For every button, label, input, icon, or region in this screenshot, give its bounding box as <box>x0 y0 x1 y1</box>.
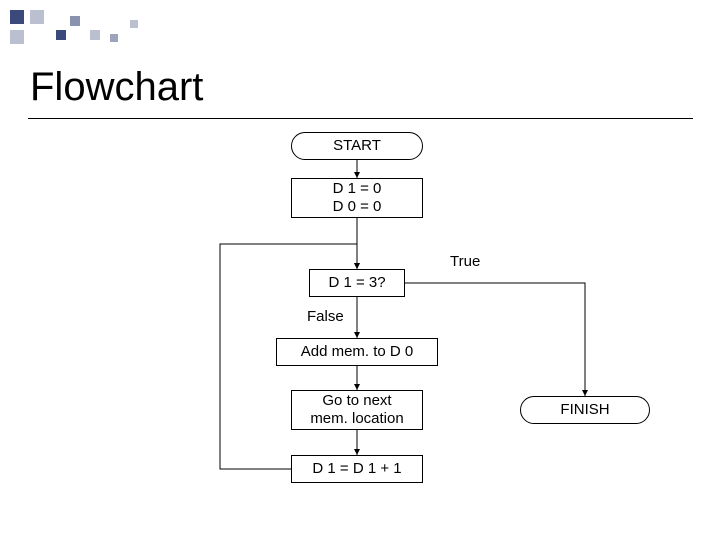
node-text: mem. location <box>310 410 403 428</box>
deco-square <box>56 30 66 40</box>
page-title: Flowchart <box>30 65 203 110</box>
node-text: START <box>333 137 381 155</box>
node-text: Add mem. to D 0 <box>301 343 414 361</box>
deco-square <box>110 34 118 42</box>
node-text: Go to next <box>322 392 391 410</box>
deco-square <box>30 10 44 24</box>
label-false: False <box>307 308 344 325</box>
deco-square <box>130 20 138 28</box>
node-cond: D 1 = 3? <box>309 269 405 297</box>
node-text: FINISH <box>560 401 609 419</box>
node-start: START <box>291 132 423 160</box>
node-finish: FINISH <box>520 396 650 424</box>
label-true: True <box>450 253 480 270</box>
deco-square <box>10 30 24 44</box>
node-text: D 1 = D 1 + 1 <box>312 460 401 478</box>
node-text: D 1 = 3? <box>328 274 385 292</box>
deco-square <box>70 16 80 26</box>
node-init: D 1 = 0D 0 = 0 <box>291 178 423 218</box>
node-inc: D 1 = D 1 + 1 <box>291 455 423 483</box>
title-underline <box>28 118 693 119</box>
node-add: Add mem. to D 0 <box>276 338 438 366</box>
node-goto: Go to nextmem. location <box>291 390 423 430</box>
deco-square <box>10 10 24 24</box>
node-text: D 1 = 0 <box>333 180 382 198</box>
node-text: D 0 = 0 <box>333 198 382 216</box>
deco-square <box>90 30 100 40</box>
